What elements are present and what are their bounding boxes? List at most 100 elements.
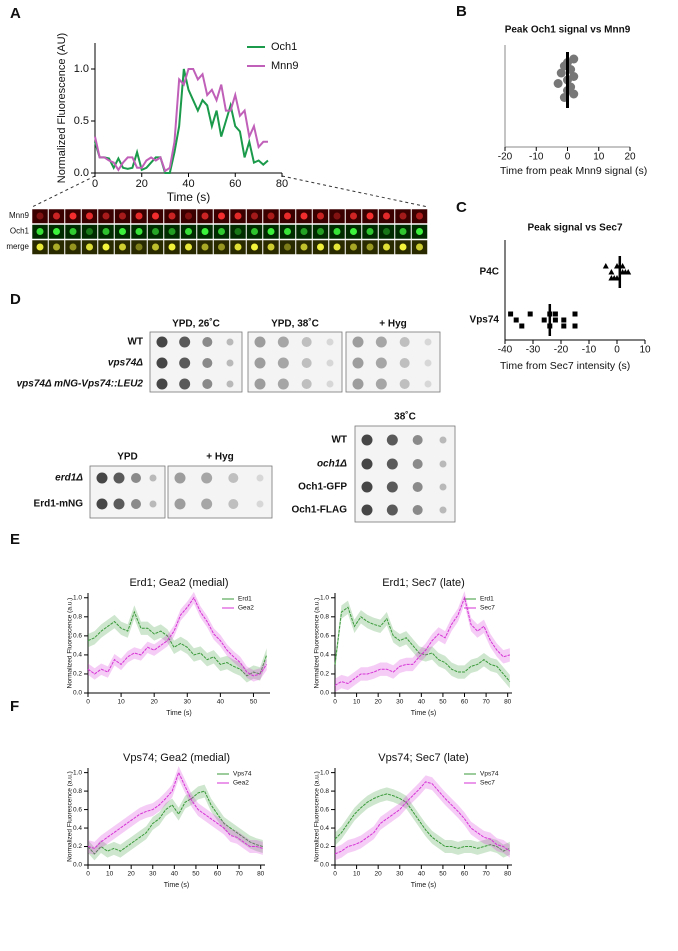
spot [424, 359, 432, 367]
kymograph-spot [152, 228, 159, 235]
x-axis-label: Time from Sec7 intensity (s) [500, 360, 630, 372]
series-line [334, 596, 510, 686]
x-tick-label: -20 [498, 152, 513, 163]
spot [375, 378, 387, 390]
kymograph-spot [399, 228, 407, 235]
kymograph-spot [168, 243, 176, 251]
kymograph-frame [378, 224, 395, 240]
spot [361, 434, 373, 446]
kymograph-spot [36, 228, 44, 235]
x-tick-label: 50 [192, 871, 200, 878]
spot [202, 358, 213, 368]
category-label: P4C [480, 267, 499, 278]
x-tick-label: -10 [582, 345, 597, 356]
chart-title: Erd1; Gea2 (medial) [129, 577, 228, 589]
kymograph-spot [284, 212, 291, 220]
kymograph-spot [251, 243, 258, 251]
condition-header: YPD, 38˚C [271, 318, 319, 330]
chart-title: Erd1; Sec7 (late) [382, 577, 465, 589]
x-tick-label: 30 [184, 699, 192, 706]
x-tick-label: 70 [482, 871, 490, 878]
spot [202, 337, 213, 347]
spot [399, 379, 410, 389]
y-tick-label: 0.6 [73, 633, 82, 640]
kymograph-spot [53, 212, 60, 220]
legend-label: Erd1 [480, 596, 494, 603]
spot [149, 500, 157, 508]
kymograph-spot [416, 212, 423, 220]
strain-label: WT [331, 435, 347, 446]
spot [256, 500, 264, 508]
x-axis-label: Time (s) [411, 710, 436, 717]
kymograph-spot [102, 228, 110, 235]
spot [156, 357, 168, 369]
spot [254, 378, 266, 390]
kymograph-spot [218, 212, 225, 220]
series-line [94, 68, 268, 173]
dot [569, 89, 579, 99]
y-tick-label: 0.4 [73, 825, 82, 832]
x-tick-label: 80 [504, 699, 512, 706]
strain-label: Erd1-mNG [34, 499, 84, 510]
kymograph-spot [399, 243, 407, 251]
spot [424, 338, 432, 346]
kymograph-spot [383, 212, 390, 220]
y-tick-label: 0.0 [320, 862, 329, 869]
y-axis-label: Normalized Fluorescence (a.u.) [314, 598, 321, 689]
x-tick-label: 60 [214, 871, 222, 878]
kymograph-spot [234, 228, 242, 235]
y-tick-label: 1.0 [320, 594, 329, 601]
spot [277, 378, 289, 390]
spot [301, 379, 312, 389]
spot [301, 337, 312, 347]
condition-header: + Hyg [206, 452, 234, 463]
kymograph-spot [185, 212, 192, 220]
x-tick-label: 40 [418, 871, 426, 878]
kymograph-spot [119, 212, 126, 220]
x-axis-label: Time (s) [411, 882, 436, 889]
y-tick-label: 0.8 [320, 614, 329, 621]
kymograph-spot [86, 228, 93, 235]
spot [277, 336, 289, 348]
spot [352, 336, 364, 348]
kymograph-spot [53, 228, 60, 235]
kymograph-label: Och1 [10, 227, 30, 236]
spot [399, 337, 410, 347]
kymograph-spot [333, 228, 341, 235]
dot [553, 79, 563, 88]
series-line [87, 771, 263, 849]
spot [386, 434, 398, 446]
kymograph-spot [152, 212, 159, 220]
kymograph-label: Mnn9 [9, 211, 30, 220]
y-tick-label: 0.6 [320, 806, 329, 813]
x-axis-label: Time (s) [167, 190, 211, 204]
strain-label: Och1-GFP [298, 482, 347, 493]
plate-box [167, 465, 273, 519]
kymograph-frame [229, 224, 247, 240]
spot [174, 498, 186, 510]
spot [412, 435, 423, 445]
spot [256, 474, 264, 482]
kymograph-spot [251, 228, 258, 235]
spot [439, 506, 447, 514]
x-tick-label: 0 [565, 152, 571, 163]
x-tick-label: 0 [333, 699, 337, 706]
spot [201, 472, 213, 484]
legend-label: Erd1 [238, 596, 252, 603]
legend-label: Och1 [271, 41, 297, 53]
condition-header: + Hyg [379, 319, 407, 330]
plate-box [345, 331, 441, 393]
panel-label: D [10, 291, 21, 308]
kymograph-spot [135, 212, 143, 220]
y-tick-label: 0.0 [73, 690, 82, 697]
kymograph-frame [31, 208, 49, 224]
dot [556, 68, 566, 78]
spot [439, 436, 447, 444]
error-band [335, 787, 510, 858]
y-tick-label: 1.0 [73, 769, 82, 776]
spot [439, 460, 447, 468]
series-line [87, 790, 263, 855]
spot [361, 458, 373, 470]
spot [226, 338, 234, 346]
spot [156, 378, 168, 390]
